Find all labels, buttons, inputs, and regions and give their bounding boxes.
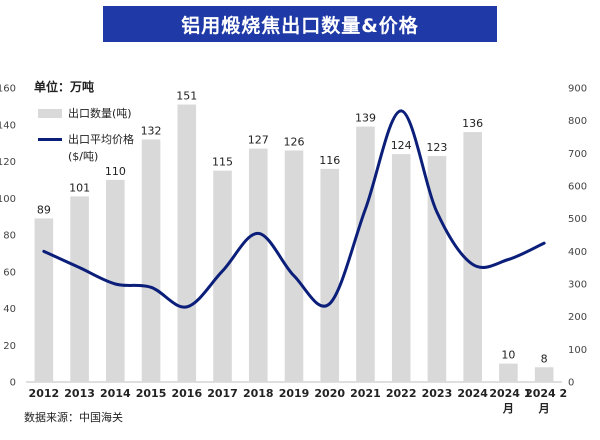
y-right-tick-label: 300 xyxy=(568,280,587,291)
bar-value-label: 126 xyxy=(284,135,305,148)
y-left-tick-label: 120 xyxy=(0,157,16,168)
y-right-tick-label: 400 xyxy=(568,247,587,258)
bar xyxy=(499,363,518,382)
bar-value-label: 8 xyxy=(541,352,548,365)
legend-bar-swatch xyxy=(38,108,62,118)
unit-label: 单位：万吨 xyxy=(34,80,95,94)
bar xyxy=(177,104,197,382)
x-category-label: 2017 xyxy=(207,387,238,400)
bar-value-label: 124 xyxy=(391,139,412,152)
legend-item-line: 出口平均价格 xyxy=(38,130,134,148)
y-left-tick-label: 0 xyxy=(10,378,16,389)
x-category-label: 2013 xyxy=(64,387,95,400)
y-left-tick-label: 40 xyxy=(3,304,16,315)
bar xyxy=(213,170,232,382)
bar-value-label: 151 xyxy=(176,90,197,103)
x-category-label: 2018 xyxy=(243,387,274,400)
x-category-label: 2024 2 xyxy=(525,387,567,400)
source-note: 数据来源：中国海关 xyxy=(24,411,123,424)
legend-item-bar: 出口数量(吨) xyxy=(38,104,134,122)
bar xyxy=(391,154,411,382)
x-category-label: 月 xyxy=(538,402,550,415)
legend-line-swatch xyxy=(38,137,62,141)
bar xyxy=(356,126,375,383)
x-category-label: 月 xyxy=(502,402,514,415)
y-right-tick-label: 0 xyxy=(568,378,574,389)
bar xyxy=(463,132,482,382)
y-right-tick-label: 200 xyxy=(568,312,587,323)
x-category-label: 2014 xyxy=(100,387,131,400)
x-category-label: 2016 xyxy=(171,387,202,400)
bar-value-label: 123 xyxy=(426,141,447,154)
bar-value-label: 10 xyxy=(501,349,515,362)
x-category-label: 2019 xyxy=(279,387,310,400)
bar xyxy=(534,367,554,382)
bar-value-label: 127 xyxy=(248,134,269,147)
y-right-tick-label: 800 xyxy=(568,116,587,127)
chart-title: 铝用煅烧焦出口数量&价格 xyxy=(103,6,497,42)
legend-line-sublabel: ($/吨) xyxy=(68,150,99,163)
legend: 出口数量(吨) 出口平均价格 ($/吨) xyxy=(38,104,134,164)
bar xyxy=(70,196,89,382)
bar xyxy=(284,150,304,382)
bar-value-label: 110 xyxy=(105,165,126,178)
bar xyxy=(141,139,161,382)
y-left-tick-label: 160 xyxy=(0,84,16,95)
x-category-label: 2021 xyxy=(350,387,381,400)
x-category-label: 2024 1 xyxy=(489,387,531,400)
x-category-label: 2023 xyxy=(422,387,453,400)
bar-value-label: 139 xyxy=(355,112,376,125)
y-right-tick-label: 500 xyxy=(568,214,587,225)
bar-value-label: 89 xyxy=(37,203,51,216)
legend-line-label: 出口平均价格 xyxy=(68,133,134,146)
legend-bar-label: 出口数量(吨) xyxy=(68,107,132,120)
y-left-tick-label: 140 xyxy=(0,120,16,131)
y-left-tick-label: 60 xyxy=(3,267,16,278)
bar xyxy=(106,179,125,382)
x-category-label: 2024 xyxy=(457,387,488,400)
bar-value-label: 132 xyxy=(141,124,162,137)
y-right-tick-label: 700 xyxy=(568,149,587,160)
y-left-tick-label: 20 xyxy=(3,341,16,352)
bar-value-label: 136 xyxy=(462,117,483,130)
x-category-label: 2020 xyxy=(314,387,345,400)
price-line xyxy=(42,109,546,309)
bar-value-label: 101 xyxy=(69,181,90,194)
bar xyxy=(320,168,340,382)
y-right-tick-label: 900 xyxy=(568,84,587,95)
bar-value-label: 116 xyxy=(319,154,340,167)
x-category-label: 2015 xyxy=(136,387,167,400)
x-category-label: 2022 xyxy=(386,387,417,400)
y-right-tick-label: 100 xyxy=(568,345,587,356)
bar xyxy=(34,218,54,382)
x-category-label: 2012 xyxy=(29,387,60,400)
bar-value-label: 115 xyxy=(212,156,233,169)
y-left-tick-label: 100 xyxy=(0,194,16,205)
bar xyxy=(427,155,447,382)
y-left-tick-label: 80 xyxy=(3,231,16,242)
y-right-tick-label: 600 xyxy=(568,182,587,193)
bar xyxy=(248,148,268,382)
